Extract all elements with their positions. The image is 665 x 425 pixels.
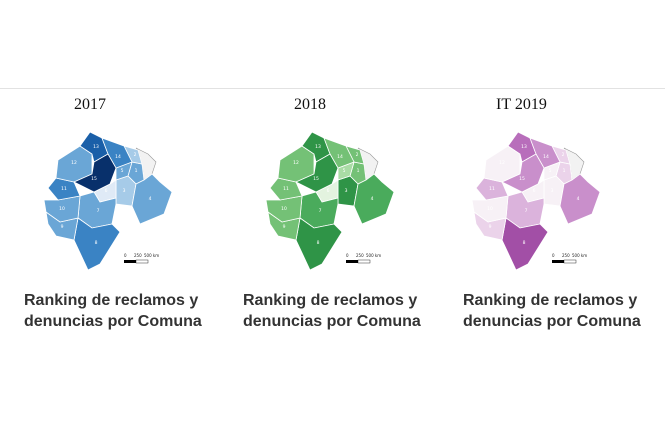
scale-label: 250 <box>356 253 364 258</box>
comuna-label-15: 15 <box>313 176 319 182</box>
comuna-11 <box>475 177 509 201</box>
comuna-label-6: 6 <box>327 188 330 194</box>
scale-label: 0 <box>552 253 555 258</box>
comuna-label-12: 12 <box>499 160 505 166</box>
comuna-15 <box>501 153 545 193</box>
comuna-label-10: 10 <box>59 206 65 212</box>
comuna-label-1: 1 <box>357 168 360 174</box>
caption-line-1: Ranking de reclamos y <box>24 292 199 309</box>
comuna-label-4: 4 <box>371 196 374 202</box>
map-panel-2019: IT 2019 1 2 3 4 5 6 7 8 9 10 11 12 13 14 15 0 250 500 km … <box>463 94 665 334</box>
scale-bar: 0 250 500 km <box>552 253 587 264</box>
comuna-label-1: 1 <box>135 168 138 174</box>
comuna-label-3: 3 <box>551 188 554 194</box>
comuna-label-8: 8 <box>523 240 526 246</box>
comuna-label-3: 3 <box>123 188 126 194</box>
comuna-label-10: 10 <box>487 206 493 212</box>
map-panel-2017: 2017 1 2 3 4 5 6 7 8 9 10 11 12 13 14 15 0 250 500 km Ran… <box>24 94 256 334</box>
comuna-15 <box>73 153 117 193</box>
comuna-label-12: 12 <box>293 160 299 166</box>
comuna-8 <box>73 217 121 271</box>
comuna-label-15: 15 <box>519 176 525 182</box>
comuna-label-1: 1 <box>563 168 566 174</box>
comuna-label-11: 11 <box>61 186 67 192</box>
comuna-label-15: 15 <box>91 176 97 182</box>
comuna-label-2: 2 <box>134 152 137 158</box>
scale-label: 500 km <box>366 253 381 258</box>
year-label: IT 2019 <box>496 96 547 113</box>
comuna-label-5: 5 <box>121 168 124 174</box>
scale-label: 500 km <box>144 253 159 258</box>
comuna-11 <box>47 177 81 201</box>
comuna-label-8: 8 <box>317 240 320 246</box>
comuna-label-6: 6 <box>105 188 108 194</box>
comuna-label-4: 4 <box>577 196 580 202</box>
header-divider <box>0 88 665 89</box>
comuna-label-13: 13 <box>93 144 99 150</box>
comuna-label-13: 13 <box>521 144 527 150</box>
comuna-label-9: 9 <box>489 224 492 230</box>
comuna-label-8: 8 <box>95 240 98 246</box>
caption-line-1: Ranking de reclamos y <box>463 292 638 309</box>
comuna-8 <box>295 217 343 271</box>
caption-line-2: denuncias por Comuna <box>24 313 202 330</box>
comuna-label-5: 5 <box>343 168 346 174</box>
map-panel-2018: 2018 1 2 3 4 5 6 7 8 9 10 11 12 13 14 15 0 250 500 km Ran… <box>243 94 478 334</box>
comuna-label-7: 7 <box>97 208 100 214</box>
comuna-label-11: 11 <box>283 186 289 192</box>
scale-bar: 0 250 500 km <box>346 253 381 264</box>
comuna-label-7: 7 <box>319 208 322 214</box>
caption-line-1: Ranking de reclamos y <box>243 292 418 309</box>
comuna-4 <box>131 173 173 225</box>
comuna-label-14: 14 <box>115 154 121 160</box>
comuna-15 <box>295 153 339 193</box>
comuna-label-14: 14 <box>337 154 343 160</box>
comuna-label-4: 4 <box>149 196 152 202</box>
comuna-label-9: 9 <box>283 224 286 230</box>
comuna-label-12: 12 <box>71 160 77 166</box>
caption-line-2: denuncias por Comuna <box>243 313 421 330</box>
scale-label: 250 <box>562 253 570 258</box>
comuna-label-2: 2 <box>562 152 565 158</box>
comuna-label-7: 7 <box>525 208 528 214</box>
scale-label: 250 <box>134 253 142 258</box>
caption-line-2: denuncias por Comuna <box>463 313 641 330</box>
comuna-label-6: 6 <box>533 188 536 194</box>
comuna-label-11: 11 <box>489 186 495 192</box>
comuna-11 <box>269 177 303 201</box>
comuna-label-2: 2 <box>356 152 359 158</box>
comuna-label-14: 14 <box>543 154 549 160</box>
comuna-label-9: 9 <box>61 224 64 230</box>
year-label: 2018 <box>294 96 326 113</box>
scale-label: 0 <box>124 253 127 258</box>
scale-label: 500 km <box>572 253 587 258</box>
map-caption: Ranking de reclamos y denuncias por Comu… <box>463 290 665 332</box>
comuna-label-3: 3 <box>345 188 348 194</box>
comuna-label-5: 5 <box>549 168 552 174</box>
comuna-label-13: 13 <box>315 144 321 150</box>
year-label: 2017 <box>74 96 106 113</box>
map-caption: Ranking de reclamos y denuncias por Comu… <box>24 290 254 332</box>
comuna-4 <box>353 173 395 225</box>
scale-bar: 0 250 500 km <box>124 253 159 264</box>
comuna-8 <box>501 217 549 271</box>
map-caption: Ranking de reclamos y denuncias por Comu… <box>243 290 473 332</box>
comuna-4 <box>559 173 601 225</box>
scale-label: 0 <box>346 253 349 258</box>
comuna-label-10: 10 <box>281 206 287 212</box>
